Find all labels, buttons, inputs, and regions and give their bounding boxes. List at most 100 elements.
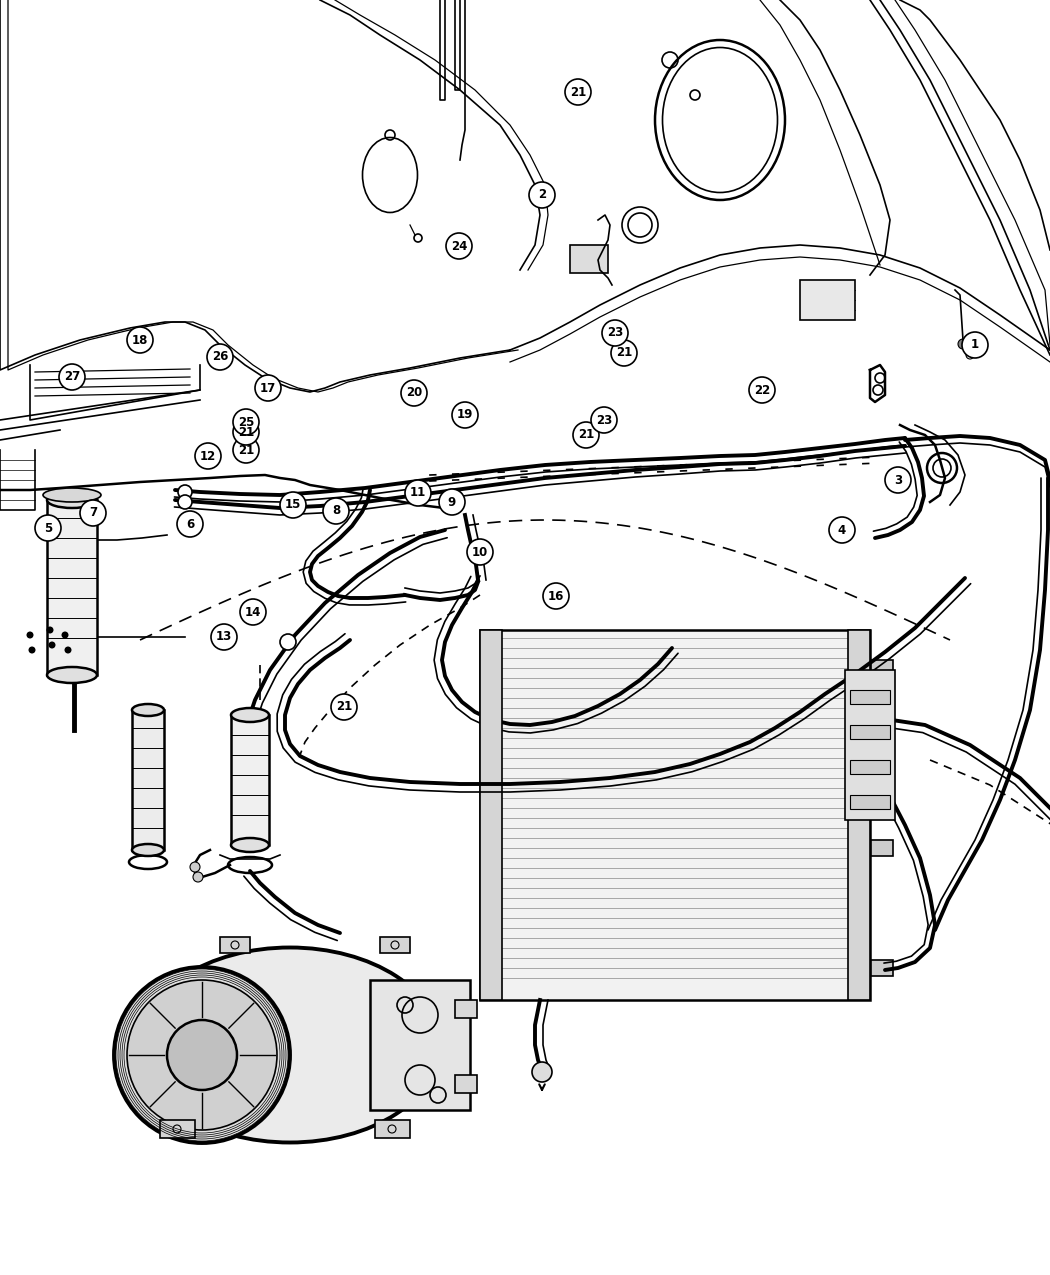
Circle shape (958, 339, 968, 349)
Ellipse shape (231, 708, 269, 722)
Circle shape (28, 646, 36, 654)
Bar (455, 1075, 477, 1093)
Bar (850, 725, 890, 739)
Text: 2: 2 (538, 189, 546, 201)
Circle shape (830, 516, 855, 543)
Text: 14: 14 (245, 606, 261, 618)
Circle shape (446, 233, 472, 259)
Circle shape (467, 539, 493, 565)
Text: 6: 6 (186, 518, 194, 530)
Circle shape (127, 980, 277, 1130)
Text: 27: 27 (64, 371, 80, 384)
Text: 21: 21 (238, 444, 254, 456)
Text: 26: 26 (212, 351, 228, 363)
Circle shape (62, 631, 68, 639)
Bar (380, 937, 410, 952)
Circle shape (573, 422, 598, 448)
Text: 11: 11 (410, 487, 426, 500)
Bar (848, 630, 870, 1000)
Circle shape (177, 511, 203, 537)
Bar (132, 710, 164, 850)
Bar (850, 760, 890, 774)
Text: 23: 23 (596, 413, 612, 427)
Circle shape (885, 467, 911, 493)
Text: 10: 10 (471, 546, 488, 558)
Bar (872, 660, 892, 676)
Bar (872, 960, 892, 975)
Circle shape (64, 646, 71, 654)
Circle shape (602, 320, 628, 346)
Circle shape (178, 495, 192, 509)
Bar (220, 937, 250, 952)
Circle shape (207, 344, 233, 370)
Circle shape (35, 515, 61, 541)
Ellipse shape (47, 667, 97, 683)
Text: 4: 4 (838, 524, 846, 537)
Ellipse shape (43, 488, 101, 502)
Circle shape (80, 500, 106, 527)
Circle shape (211, 623, 237, 650)
Circle shape (565, 79, 591, 105)
Ellipse shape (140, 947, 440, 1142)
Circle shape (280, 634, 296, 650)
Circle shape (46, 626, 54, 634)
Circle shape (240, 599, 266, 625)
Text: 16: 16 (548, 589, 564, 603)
Circle shape (233, 419, 259, 445)
Text: 21: 21 (578, 428, 594, 441)
Bar (850, 690, 890, 704)
Bar (370, 980, 470, 1111)
Text: 13: 13 (216, 631, 232, 644)
Bar (160, 1119, 195, 1139)
Bar (872, 731, 892, 746)
Bar (47, 500, 97, 674)
Text: 3: 3 (894, 473, 902, 487)
Circle shape (532, 1062, 552, 1082)
Circle shape (48, 641, 56, 649)
Circle shape (289, 502, 301, 514)
Text: 24: 24 (450, 240, 467, 252)
Bar (480, 630, 870, 1000)
Circle shape (127, 326, 153, 353)
Circle shape (439, 490, 465, 515)
Text: 18: 18 (132, 334, 148, 347)
Circle shape (323, 499, 349, 524)
Circle shape (401, 380, 427, 405)
Text: 21: 21 (616, 347, 632, 360)
Text: 17: 17 (260, 381, 276, 394)
Bar (455, 1000, 477, 1017)
Circle shape (591, 407, 617, 434)
Text: 22: 22 (754, 384, 770, 397)
Circle shape (452, 402, 478, 428)
Ellipse shape (132, 704, 164, 717)
Bar (480, 630, 502, 1000)
Circle shape (233, 437, 259, 463)
Bar (845, 669, 895, 820)
Bar (570, 245, 608, 273)
Circle shape (26, 631, 34, 639)
Circle shape (331, 694, 357, 720)
Bar (872, 840, 892, 856)
Circle shape (280, 492, 306, 518)
Text: 15: 15 (285, 499, 301, 511)
Circle shape (190, 862, 200, 872)
Text: 9: 9 (448, 496, 456, 509)
Ellipse shape (47, 492, 97, 507)
Bar (375, 1119, 410, 1139)
Text: 20: 20 (406, 386, 422, 399)
Text: 21: 21 (570, 85, 586, 98)
Text: 25: 25 (237, 416, 254, 428)
Circle shape (749, 377, 775, 403)
Circle shape (193, 872, 203, 882)
Text: 21: 21 (336, 700, 352, 714)
Circle shape (195, 442, 220, 469)
Bar (800, 280, 855, 320)
Circle shape (167, 1020, 237, 1090)
Circle shape (611, 340, 637, 366)
Text: 7: 7 (89, 506, 97, 519)
Circle shape (405, 479, 430, 506)
Circle shape (529, 182, 555, 208)
Text: 12: 12 (200, 450, 216, 463)
Ellipse shape (132, 844, 164, 856)
Circle shape (233, 409, 259, 435)
